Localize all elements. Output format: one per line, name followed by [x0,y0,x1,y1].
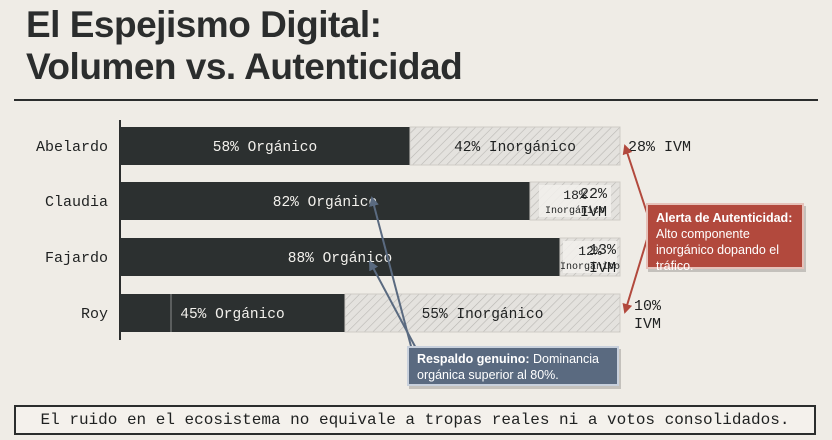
bar-label-inorganic: 55% Inorgánico [422,307,544,323]
authenticity-alert-callout: Alerta de Autenticidad: Alto componente … [646,203,804,273]
alert-callout-title: Alerta de Autenticidad: [656,211,793,225]
chart-title: El Espejismo Digital: Volumen vs. Autent… [26,4,463,88]
bar-inorganic [409,126,621,166]
title-divider [14,99,818,101]
ivm-label: 22% [580,186,608,203]
bar-organic [120,294,345,332]
alert-arrow-top [622,144,649,217]
alert-callout-body: Alto componente inorgánico dopando el tr… [656,227,780,273]
category-label: Abelardo [36,139,108,156]
genuine-support-callout: Respaldo genuino: Dominancia orgánica su… [407,346,619,386]
bar-label-inorganic-pct: 18% [563,188,587,203]
inorganic-label-box [563,241,617,273]
category-label: Claudia [45,194,108,211]
bar-label-organic: 58% Orgánico [213,140,317,156]
category-label: Roy [81,306,108,323]
bar-label-organic: 82% Orgánico [273,195,377,211]
ivm-label: IVM [580,204,607,221]
ivm-label: IVM [634,316,661,333]
ivm-label: 10% [634,298,662,315]
category-label: Fajardo [45,250,108,267]
bar-label-inorganic-pct: 12% [578,244,602,259]
bar-label-inorganic-word: Inorgánico [545,205,605,217]
inorganic-label-box [539,185,611,217]
support-arrow-bottom [369,260,419,353]
support-callout-title: Respaldo genuino: [417,352,530,366]
bar-label-inorganic: 42% Inorgánico [454,140,576,156]
support-arrow-top [369,196,413,351]
footer-note: El ruido en el ecosistema no equivale a … [14,405,816,435]
bar-organic [120,127,410,165]
support-callout-body: Dominancia orgánica superior al 80%. [417,352,599,382]
title-line-1: El Espejismo Digital: [26,4,382,45]
ivm-label: 28% IVM [628,139,691,156]
bar-organic [120,238,560,276]
ivm-label: 13% [589,242,617,259]
ivm-label: IVM [589,260,616,277]
bar-organic [120,182,530,220]
bar-label-organic: 45% Orgánico [180,307,284,323]
alert-arrow-bottom [622,235,649,314]
bar-label-organic: 88% Orgánico [288,251,392,267]
title-line-2: Volumen vs. Autenticidad [26,46,463,87]
bar-label-inorganic-word: Inorgánico [560,261,620,273]
